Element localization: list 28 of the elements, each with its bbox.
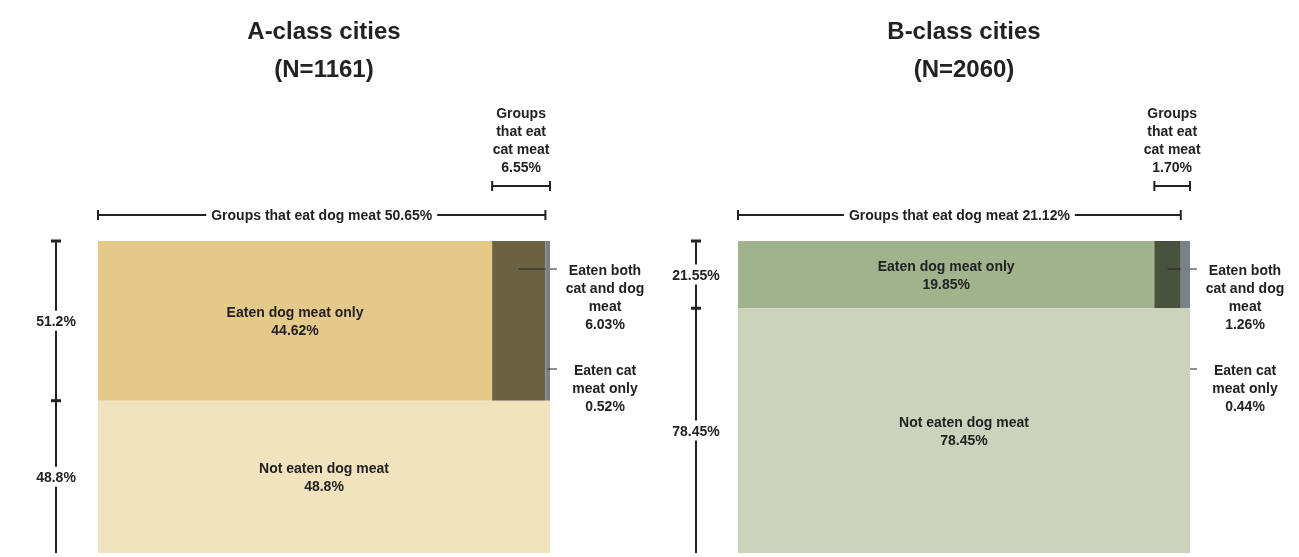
category-label: Eaten dog meat only (226, 303, 364, 320)
category-label: Eaten both cat and dog meat (565, 262, 645, 314)
data-label: 48.8% (304, 477, 345, 494)
category-label: Not eaten dog meat (259, 459, 390, 476)
category-label: Eaten cat meat only (572, 362, 638, 396)
text: (N=1161) (274, 54, 374, 82)
text: B-class cities (887, 16, 1041, 44)
text: 48.8% (36, 468, 77, 485)
data-label: 44.62% (271, 321, 320, 338)
category-label: Not eaten dog meat (899, 413, 1030, 430)
data-label: 1.26% (1225, 316, 1266, 332)
data-label: 0.52% (585, 398, 626, 414)
category-label: Eaten cat meat only (1212, 362, 1278, 396)
data-label: 78.45% (940, 431, 989, 448)
text: 21.55% (672, 266, 721, 283)
text: Groups that eat dog meat 50.65% (211, 207, 433, 223)
category-label: Eaten both cat and dog meat (1205, 262, 1285, 314)
text: Groups that eat cat meat 6.55% (492, 105, 550, 175)
text: Groups that eat cat meat 1.70% (1143, 105, 1201, 175)
data-label: 19.85% (922, 275, 971, 292)
text: (N=2060) (913, 54, 1015, 82)
text: 51.2% (36, 312, 77, 329)
category-label: Eaten dog meat only (877, 257, 1015, 274)
data-label: 0.44% (1225, 398, 1266, 414)
text: 78.45% (672, 422, 721, 439)
data-label: 6.03% (585, 316, 626, 332)
text: Groups that eat dog meat 21.12% (848, 207, 1071, 223)
text: A-class cities (247, 16, 401, 44)
